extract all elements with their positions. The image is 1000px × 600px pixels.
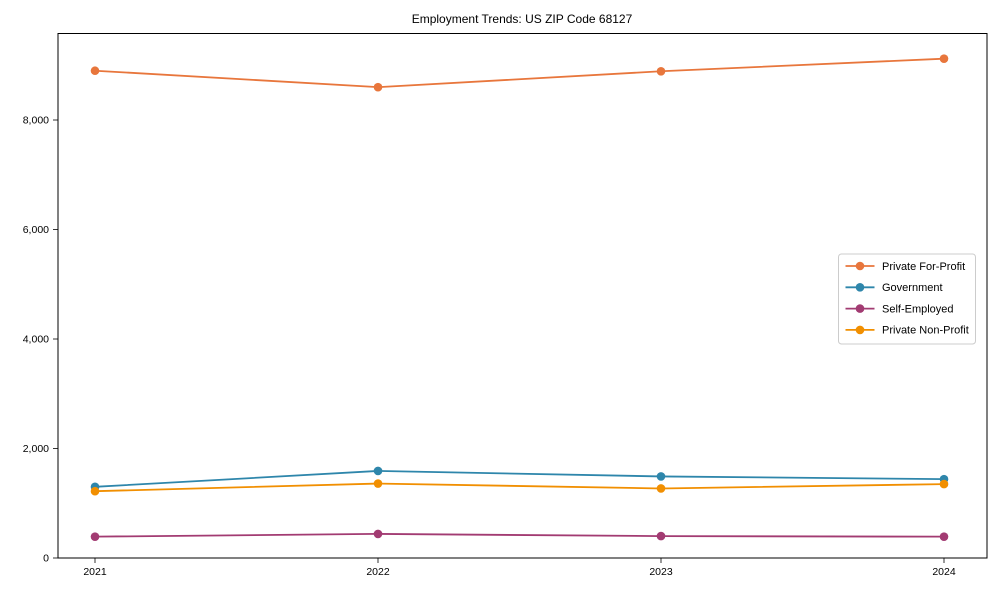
legend-box — [838, 253, 976, 345]
y-axis-tick-label: 2,000 — [23, 443, 49, 455]
y-axis-tick-label: 6,000 — [23, 224, 49, 236]
legend-marker-private-for-profit — [855, 261, 865, 271]
y-axis-tick-label: 4,000 — [23, 334, 49, 346]
axes: 0 2,000 4,000 6,000 8,000 2021 2022 2023 2024 — [23, 33, 988, 578]
legend-label-private-non-profit: Private Non-Profit — [882, 325, 969, 337]
legend-label-self-employed: Self-Employed — [882, 303, 954, 315]
x-axis-tick-label: 2021 — [83, 566, 107, 578]
plot-area — [90, 54, 949, 541]
y-axis-tick-label: 8,000 — [23, 115, 49, 127]
chart-title: Employment Trends: US ZIP Code 68127 — [412, 12, 633, 26]
data-point-government-2022 — [373, 466, 383, 476]
legend-marker-private-non-profit — [855, 325, 865, 335]
x-axis-tick-label: 2022 — [366, 566, 390, 578]
data-point-private-non-profit-2023 — [656, 484, 666, 493]
data-point-private-for-profit-2022 — [373, 82, 383, 92]
series-line-government — [94, 470, 945, 488]
legend-label-private-for-profit: Private For-Profit — [882, 261, 965, 273]
data-point-private-for-profit-2023 — [656, 66, 666, 76]
data-point-private-non-profit-2021 — [90, 486, 100, 496]
x-axis-tick-label: 2024 — [932, 566, 956, 578]
legend-marker-self-employed — [855, 304, 865, 313]
data-point-self-employed-2022 — [373, 529, 383, 539]
series-line-self-employed — [94, 533, 945, 538]
data-point-self-employed-2024 — [939, 532, 949, 541]
data-point-government-2023 — [656, 472, 666, 481]
series-line-private-for-profit — [94, 57, 945, 89]
data-point-private-non-profit-2024 — [939, 479, 949, 489]
legend-marker-government — [855, 283, 865, 292]
legend: Private For-Profit Government Self-Employe… — [838, 253, 976, 345]
y-axis-tick-label: 0 — [43, 553, 49, 565]
series-line-private-non-profit — [94, 482, 945, 493]
legend-label-government: Government — [882, 282, 943, 294]
data-point-self-employed-2023 — [656, 531, 666, 541]
data-point-private-non-profit-2022 — [373, 479, 383, 488]
data-point-private-for-profit-2021 — [90, 66, 100, 76]
x-axis-tick-label: 2023 — [649, 566, 673, 578]
data-point-private-for-profit-2024 — [939, 54, 949, 63]
data-point-self-employed-2021 — [90, 532, 100, 541]
axes-spine-box — [57, 33, 988, 559]
